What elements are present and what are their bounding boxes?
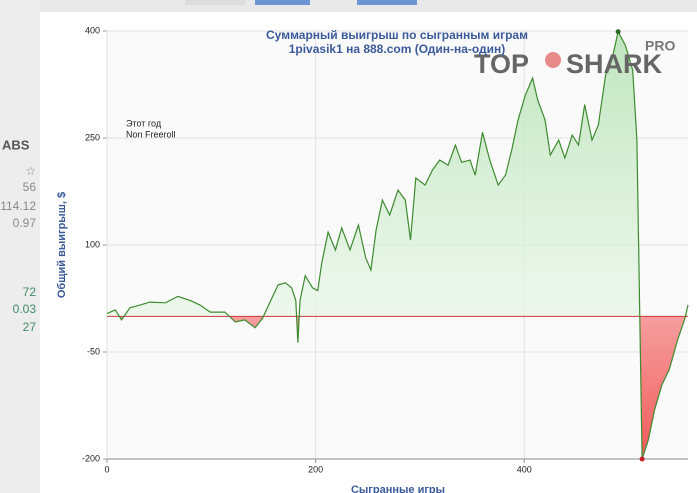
y-tick-label: 100: [85, 239, 100, 249]
sidebar-value: 72: [23, 285, 37, 299]
annotation: Non Freeroll: [126, 129, 176, 139]
sidebar-value: 114.12: [0, 199, 36, 213]
y-axis-label: Общий выигрыш, $: [56, 192, 68, 298]
min-marker: [639, 456, 645, 462]
sidebar-text: ABS ☆ 56 114.12 0.97 72 0.03 27: [0, 137, 36, 334]
sidebar: [0, 0, 40, 493]
watermark-badge: PRO: [645, 38, 675, 54]
line: [106, 29, 689, 460]
y-tick-label: -200: [82, 453, 100, 463]
sidebar-value: 0.97: [13, 216, 37, 230]
y-tick-label: -50: [87, 346, 100, 356]
watermark-text: TOP: [474, 49, 529, 79]
x-axis-label: Сыгранные игры: [351, 484, 445, 493]
x-tick-label: 400: [517, 464, 532, 474]
watermark-text: SHARK: [566, 49, 663, 79]
plot: [106, 29, 689, 462]
button[interactable]: [357, 0, 417, 5]
sidebar-value: ABS: [2, 137, 30, 152]
logo-dot: [545, 52, 561, 68]
max-marker: [615, 29, 621, 35]
x-tick-label: 0: [104, 464, 109, 474]
sidebar-value: 0.03: [13, 302, 37, 316]
button[interactable]: [185, 0, 245, 5]
chart-subtitle: 1pivasik1 на 888.com (Один-на-один): [289, 42, 506, 56]
watermark: TOP SHARK PRO: [474, 38, 675, 79]
sidebar-value: 56: [23, 180, 37, 194]
sidebar-value: ☆: [25, 164, 36, 178]
y-tick-label: 250: [85, 132, 100, 142]
area-positive: [107, 31, 688, 317]
sidebar-value: 27: [23, 320, 37, 334]
annotation: Этот год: [126, 118, 162, 128]
x-tick-label: 200: [308, 464, 323, 474]
y-tick-label: 400: [85, 25, 100, 35]
button[interactable]: [255, 0, 310, 5]
chart-title: Суммарный выигрыш по сыгранным играм: [266, 28, 528, 42]
